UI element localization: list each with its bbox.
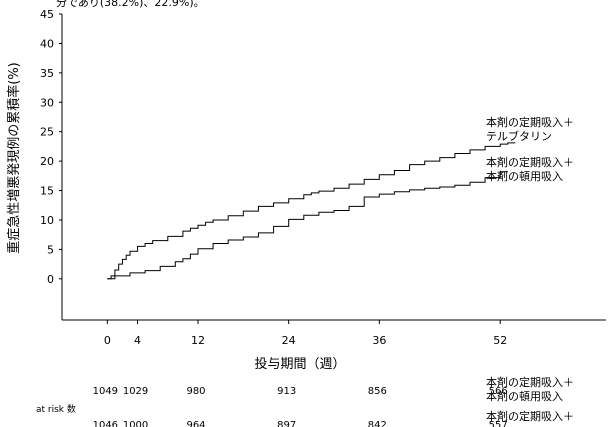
series-line-1 bbox=[107, 142, 516, 280]
chart-axes bbox=[61, 14, 606, 321]
x-axis-title: 投与期間（週） bbox=[254, 356, 345, 372]
at-risk-label: at risk 数 bbox=[36, 403, 76, 415]
x-axis-ticks: 0 4 12 24 36 52 bbox=[104, 320, 507, 347]
at-risk-value: 913 bbox=[277, 386, 296, 397]
y-tick-label: 20 bbox=[40, 155, 54, 168]
y-tick-label: 35 bbox=[40, 67, 54, 80]
at-risk-value: 1049 bbox=[93, 386, 118, 397]
y-tick-label: 10 bbox=[40, 214, 54, 227]
series-label-2: 本剤の定期吸入＋本剤の頓用吸入 bbox=[486, 155, 574, 183]
y-tick-label: 45 bbox=[40, 8, 54, 21]
x-tick-label: 52 bbox=[493, 334, 507, 347]
y-tick-label: 15 bbox=[40, 185, 54, 198]
y-axis-title: 重症急性増悪発現例の累積率(%) bbox=[6, 62, 22, 254]
x-tick-label: 4 bbox=[134, 334, 141, 347]
at-risk-value: 557 bbox=[489, 420, 508, 427]
at-risk-value: 897 bbox=[277, 420, 296, 427]
at-risk-value: 1046 bbox=[93, 420, 118, 427]
at-risk-value: 980 bbox=[186, 386, 205, 397]
x-tick-label: 36 bbox=[372, 334, 386, 347]
y-tick-label: 25 bbox=[40, 126, 54, 139]
at-risk-value: 964 bbox=[186, 420, 205, 427]
at-risk-value: 1000 bbox=[123, 420, 148, 427]
y-tick-label: 30 bbox=[40, 96, 54, 109]
series-lines bbox=[107, 142, 516, 280]
y-axis-ticks: 0 5 10 15 20 25 30 35 40 45 bbox=[40, 8, 62, 286]
at-risk-row-label: 本剤の定期吸入＋ bbox=[486, 409, 574, 423]
x-tick-label: 24 bbox=[282, 334, 296, 347]
at-risk-row-label: 本剤の定期吸入＋本剤の頓用吸入 bbox=[486, 375, 574, 403]
y-tick-label: 0 bbox=[47, 273, 54, 286]
at-risk-value: 856 bbox=[368, 386, 387, 397]
y-tick-label: 40 bbox=[40, 37, 54, 50]
at-risk-value: 842 bbox=[368, 420, 387, 427]
x-tick-label: 12 bbox=[191, 334, 205, 347]
x-tick-label: 0 bbox=[104, 334, 111, 347]
at-risk-value: 566 bbox=[489, 386, 508, 397]
top-note-text: 分であり(38.2%)、22.9%)。 bbox=[56, 0, 205, 9]
at-risk-value: 1029 bbox=[123, 386, 148, 397]
series-line-2 bbox=[107, 171, 508, 280]
y-tick-label: 5 bbox=[47, 243, 54, 256]
series-label-1: 本剤の定期吸入＋テルブタリン bbox=[486, 115, 574, 143]
